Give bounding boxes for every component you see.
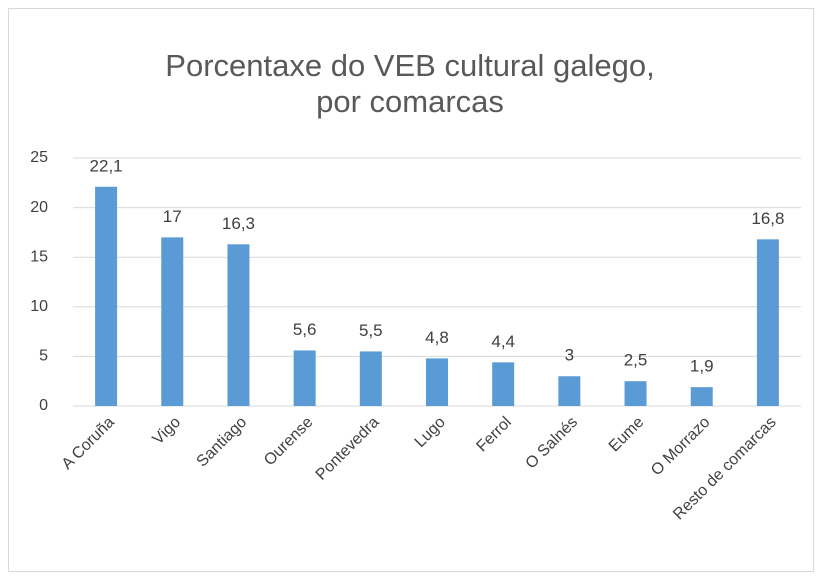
bar bbox=[624, 381, 647, 406]
data-label: 17 bbox=[163, 207, 182, 226]
bar bbox=[293, 350, 316, 406]
data-label: 16,8 bbox=[751, 209, 784, 228]
data-label: 22,1 bbox=[90, 156, 123, 175]
data-label: 4,4 bbox=[491, 332, 515, 351]
bar bbox=[359, 351, 382, 406]
bar bbox=[95, 186, 118, 406]
bar bbox=[161, 237, 184, 406]
bar bbox=[227, 244, 250, 406]
data-label: 16,3 bbox=[222, 214, 255, 233]
data-label: 3 bbox=[565, 346, 574, 365]
bar bbox=[558, 376, 581, 406]
y-tick-label: 0 bbox=[39, 397, 48, 414]
chart-border bbox=[8, 8, 814, 572]
chart-title: Porcentaxe do VEB cultural galego, por c… bbox=[165, 48, 655, 119]
y-tick-label: 20 bbox=[30, 199, 48, 216]
y-tick-label: 5 bbox=[39, 348, 48, 365]
y-tick-label: 15 bbox=[30, 248, 48, 265]
bar bbox=[690, 387, 713, 406]
data-label: 4,8 bbox=[425, 328, 449, 347]
data-label: 1,9 bbox=[690, 357, 714, 376]
y-tick-label: 10 bbox=[30, 298, 48, 315]
y-tick-label: 25 bbox=[30, 149, 48, 166]
data-label: 2,5 bbox=[624, 351, 648, 370]
bar bbox=[492, 362, 515, 406]
data-label: 5,6 bbox=[293, 320, 317, 339]
bar bbox=[426, 358, 448, 406]
bar bbox=[756, 239, 779, 406]
data-label: 5,5 bbox=[359, 321, 383, 340]
